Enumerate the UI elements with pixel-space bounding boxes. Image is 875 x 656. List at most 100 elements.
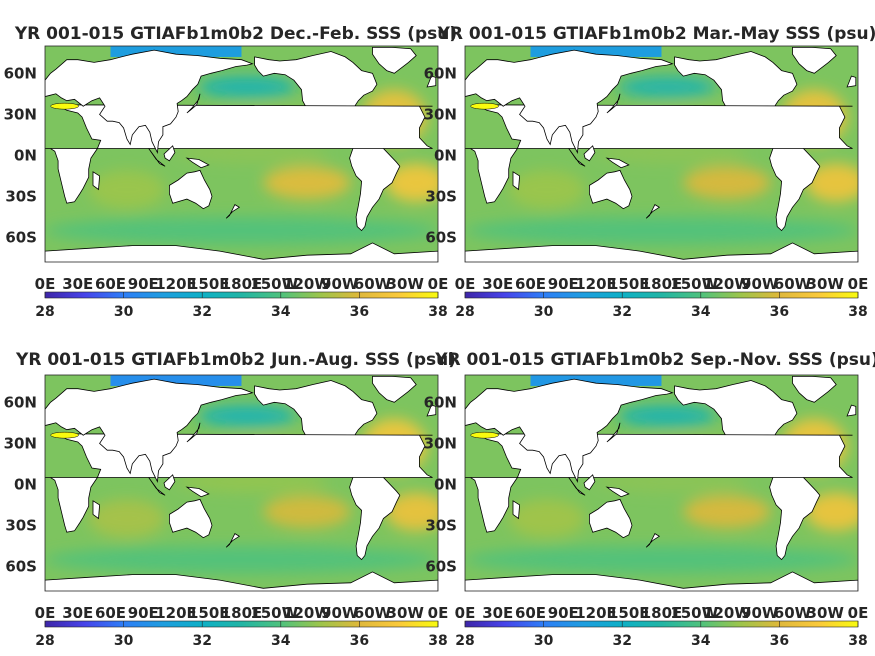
y-tick-label: 60S (5, 228, 37, 246)
colorbar-tick-label: 30 (534, 304, 554, 320)
x-tick-label: 30E (482, 275, 513, 293)
y-tick-label: 30N (424, 105, 457, 123)
sss-region-mediterranean (470, 102, 499, 110)
sss-region-mediterranean (50, 431, 79, 439)
y-tick-labels: 60N 30N 0N 30S 60S (4, 393, 37, 575)
sss-region-mediterranean (470, 431, 499, 439)
land-mass (185, 486, 210, 498)
sss-region-north_pacific_high_lat (617, 76, 717, 98)
x-tick-label: 90E (128, 604, 159, 622)
land-mass (465, 104, 853, 204)
land-mass (769, 138, 821, 232)
land-mass (349, 467, 401, 561)
sss-region-southern_ocean (45, 216, 438, 245)
y-tick-label: 60N (424, 393, 457, 411)
land-mass (792, 375, 837, 403)
x-tick-label: 60E (515, 604, 546, 622)
y-tick-label: 30N (4, 105, 37, 123)
x-tick-label: 0E (35, 275, 56, 293)
land-mass (185, 157, 210, 169)
x-tick-labels: 0E 30E 60E 90E120E150E180E150W120W90W60W30W… (455, 604, 869, 622)
x-tick-label: 30E (482, 604, 513, 622)
x-tick-label: 150E (188, 604, 230, 622)
land-mass (372, 375, 417, 403)
sss-region-south_pacific_subtropics (683, 166, 771, 200)
land-mass (589, 498, 633, 539)
colorbar-tick-label: 34 (271, 633, 291, 649)
x-tick-label: 180E (641, 275, 683, 293)
sss-region-arctic (110, 375, 242, 386)
x-tick-label: 30W (387, 275, 425, 293)
y-tick-label: 60N (424, 64, 457, 82)
land (465, 46, 858, 262)
x-tick-label: 150W (670, 275, 718, 293)
axes-frame (464, 374, 859, 592)
land-mass (163, 474, 176, 491)
x-tick-label: 0E (35, 604, 56, 622)
panel-3: YR 001-015 GTIAFb1m0b2 Sep.-Nov. SSS (ps… (424, 350, 875, 649)
land-mass (769, 467, 821, 561)
land-mass (92, 171, 101, 191)
land-mass (225, 533, 241, 548)
colorbar-gradient (44, 291, 439, 299)
land-mass (426, 75, 437, 88)
sss-region-south_atlantic_subtropics (805, 492, 858, 531)
sss-map (44, 374, 439, 592)
colorbar-gradient (464, 291, 859, 299)
x-tick-label: 60W (774, 604, 812, 622)
x-tick-label: 60E (95, 604, 126, 622)
y-tick-label: 60N (4, 393, 37, 411)
land-mass (465, 433, 853, 533)
land (45, 375, 438, 591)
land-mass (583, 474, 596, 491)
land-mass (512, 171, 521, 191)
axes-frame (44, 374, 439, 592)
x-tick-label: 60E (515, 275, 546, 293)
x-tick-label: 120E (155, 275, 197, 293)
x-tick-labels: 0E 30E 60E 90E120E150E180E150W120W90W60W30W… (455, 275, 869, 293)
y-tick-label: 30S (5, 187, 37, 205)
x-tick-label: 150W (250, 604, 298, 622)
y-tick-labels: 60N 30N 0N 30S 60S (424, 64, 457, 246)
x-tick-label: 0E (848, 604, 869, 622)
land-mass (465, 49, 674, 155)
land-mass (792, 46, 837, 74)
x-tick-label: 180E (221, 604, 263, 622)
y-tick-labels: 60N 30N 0N 30S 60S (424, 393, 457, 575)
colorbar-tick-label: 36 (350, 633, 369, 649)
colorbar-gradient (464, 620, 859, 628)
land-mass (605, 486, 630, 498)
colorbar-tick-label: 32 (192, 633, 211, 649)
colorbar-tick-label: 30 (114, 304, 134, 320)
sss-region-indian_ocean (508, 170, 586, 209)
y-tick-label: 0N (14, 475, 37, 493)
axes-frame (44, 45, 439, 263)
x-tick-label: 90E (548, 604, 579, 622)
x-tick-label: 150E (188, 275, 230, 293)
sss-region-southern_ocean (45, 545, 438, 574)
sss-region-indian_ocean (88, 499, 166, 538)
x-tick-label: 60W (354, 604, 392, 622)
land-mass (169, 169, 213, 210)
x-tick-label: 60W (354, 275, 392, 293)
y-tick-label: 30N (424, 434, 457, 452)
sss-map (464, 374, 859, 592)
y-tick-label: 60N (4, 64, 37, 82)
panel-title: YR 001-015 GTIAFb1m0b2 Dec.-Feb. SSS (ps… (14, 24, 457, 44)
colorbar-tick-label: 30 (534, 633, 554, 649)
land-mass (45, 104, 433, 204)
x-tick-label: 0E (428, 275, 449, 293)
land-mass (589, 169, 633, 210)
colorbar-tick-label: 36 (770, 633, 789, 649)
land-mass (645, 533, 661, 548)
land-mass (372, 46, 417, 74)
sss-region-north_pacific_high_lat (197, 76, 297, 98)
colorbar-tick-label: 38 (428, 304, 447, 320)
land-mass (426, 404, 437, 417)
x-tick-label: 150E (608, 604, 650, 622)
x-tick-label: 90W (741, 275, 779, 293)
x-tick-label: 0E (428, 604, 449, 622)
land-mass (186, 422, 201, 443)
land-mass (148, 477, 166, 496)
